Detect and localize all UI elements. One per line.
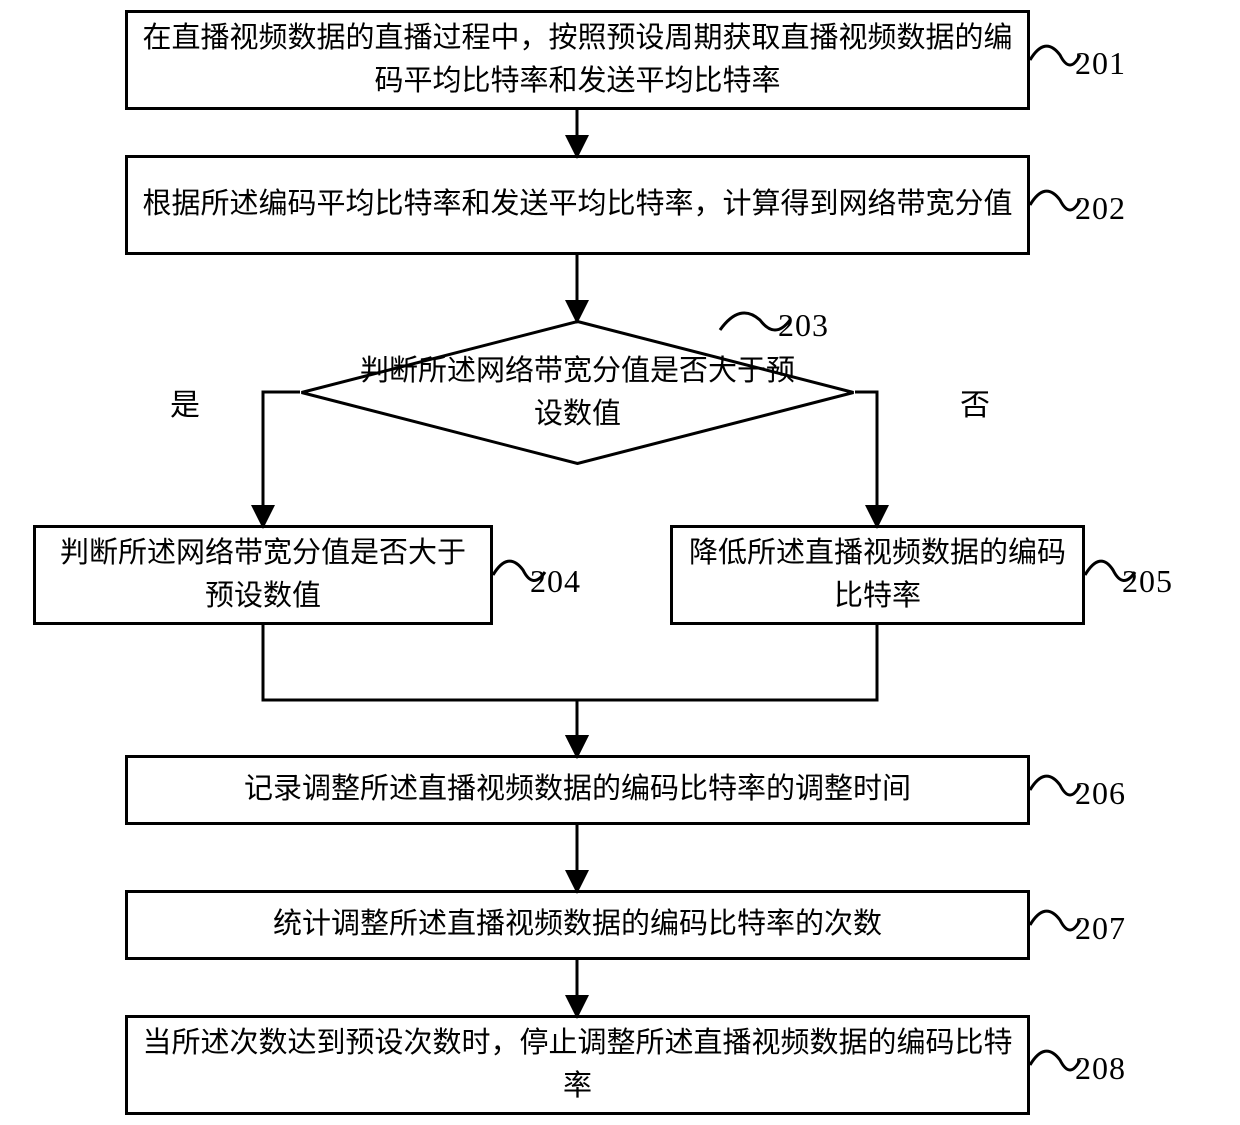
process-box-208: 当所述次数达到预设次数时，停止调整所述直播视频数据的编码比特率 — [125, 1015, 1030, 1115]
process-text: 在直播视频数据的直播过程中，按照预设周期获取直播视频数据的编码平均比特率和发送平… — [142, 17, 1013, 104]
process-box-202: 根据所述编码平均比特率和发送平均比特率，计算得到网络带宽分值 — [125, 155, 1030, 255]
process-box-207: 统计调整所述直播视频数据的编码比特率的次数 — [125, 890, 1030, 960]
step-label-208: 208 — [1075, 1050, 1126, 1087]
step-label-204: 204 — [530, 563, 581, 600]
step-label-202: 202 — [1075, 190, 1126, 227]
process-box-201: 在直播视频数据的直播过程中，按照预设周期获取直播视频数据的编码平均比特率和发送平… — [125, 10, 1030, 110]
branch-label-no: 否 — [960, 380, 990, 424]
process-text: 降低所述直播视频数据的编码比特率 — [687, 532, 1068, 619]
process-box-205: 降低所述直播视频数据的编码比特率 — [670, 525, 1085, 625]
decision-text: 判断所述网络带宽分值是否大于预设数值 — [360, 350, 795, 434]
process-text: 当所述次数达到预设次数时，停止调整所述直播视频数据的编码比特率 — [142, 1022, 1013, 1109]
process-text: 统计调整所述直播视频数据的编码比特率的次数 — [273, 903, 882, 947]
process-text: 记录调整所述直播视频数据的编码比特率的调整时间 — [244, 768, 911, 812]
step-label-201: 201 — [1075, 45, 1126, 82]
step-label-205: 205 — [1122, 563, 1173, 600]
step-label-206: 206 — [1075, 775, 1126, 812]
decision-box-203: 判断所述网络带宽分值是否大于预设数值 — [300, 320, 855, 465]
flowchart-canvas: 在直播视频数据的直播过程中，按照预设周期获取直播视频数据的编码平均比特率和发送平… — [0, 0, 1240, 1125]
step-label-203: 203 — [778, 307, 829, 344]
process-text: 根据所述编码平均比特率和发送平均比特率，计算得到网络带宽分值 — [142, 183, 1012, 227]
process-text: 判断所述网络带宽分值是否大于预设数值 — [50, 532, 476, 619]
process-box-206: 记录调整所述直播视频数据的编码比特率的调整时间 — [125, 755, 1030, 825]
step-label-207: 207 — [1075, 910, 1126, 947]
branch-label-yes: 是 — [170, 380, 200, 424]
process-box-204: 判断所述网络带宽分值是否大于预设数值 — [33, 525, 493, 625]
